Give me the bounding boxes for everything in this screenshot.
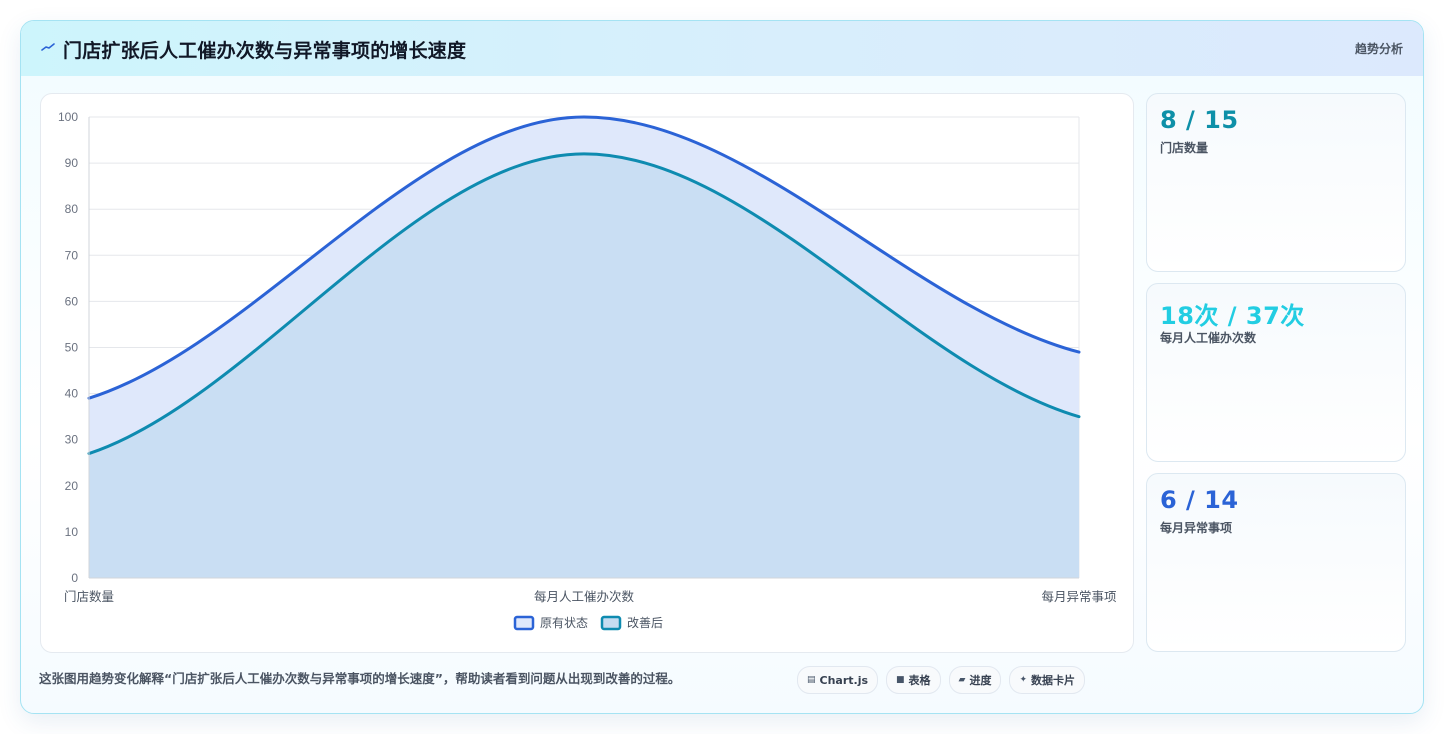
trend-line-icon xyxy=(41,43,55,51)
pill-label: Chart.js xyxy=(819,673,869,687)
stat-label: 每月异常事项 xyxy=(1160,521,1233,535)
y-tick-label: 80 xyxy=(65,202,79,216)
series-line xyxy=(87,152,1081,456)
stat-label: 每月人工催办次数 xyxy=(1160,331,1257,345)
pill-label: 数据卡片 xyxy=(1031,674,1076,687)
stat-label: 门店数量 xyxy=(1160,141,1209,155)
legend-label: 改善后 xyxy=(627,615,663,630)
y-tick-label: 10 xyxy=(65,525,79,539)
pill-chartjs[interactable]: ▤ Chart.js xyxy=(797,666,879,694)
pill-table[interactable]: ■ 表格 xyxy=(886,666,941,694)
y-tick-label: 90 xyxy=(65,156,79,170)
x-tick-label: 每月人工催办次数 xyxy=(534,589,635,604)
stat-value: 6 / 14 xyxy=(1160,486,1239,514)
pill-data-card[interactable]: ✦ 数据卡片 xyxy=(1009,666,1086,694)
progress-icon: ▰ xyxy=(958,675,966,685)
x-tick-label: 每月异常事项 xyxy=(1041,589,1116,604)
chart-card: 门店扩张后人工催办次数与异常事项的增长速度 趋势分析 0 10 20 30 40 50 60… xyxy=(20,20,1424,714)
series-area xyxy=(89,153,1079,578)
chart-icon: ▤ xyxy=(807,675,816,685)
legend-swatch xyxy=(600,615,622,631)
pill-label: 进度 xyxy=(969,674,992,687)
y-tick-label: 20 xyxy=(65,479,79,493)
tool-pills: ▤ Chart.js ■ 表格 ▰ 进度 ✦ 数据卡片 xyxy=(797,666,1086,694)
y-tick-label: 70 xyxy=(65,248,79,262)
card-icon: ✦ xyxy=(1019,675,1028,685)
chart-panel: 0 10 20 30 40 50 60 70 80 90 100 门店数量 每月人工催办次数 每月异常事项… xyxy=(40,93,1134,653)
trend-analysis-tag: 趋势分析 xyxy=(1354,42,1403,56)
stat-card-manual-reminders: 18次 / 37次 每月人工催办次数 xyxy=(1146,283,1406,462)
stat-card-store-count: 8 / 15 门店数量 xyxy=(1146,93,1406,272)
table-icon: ■ xyxy=(896,675,905,685)
stat-card-exceptions: 6 / 14 每月异常事项 xyxy=(1146,473,1406,652)
y-tick-label: 0 xyxy=(71,571,78,585)
y-tick-label: 60 xyxy=(65,294,79,308)
pill-label: 表格 xyxy=(908,674,931,687)
y-tick-label: 100 xyxy=(58,110,78,124)
stat-value: 8 / 15 xyxy=(1160,106,1239,134)
page-title: 门店扩张后人工催办次数与异常事项的增长速度 xyxy=(63,40,467,62)
card-header: 门店扩张后人工催办次数与异常事项的增长速度 趋势分析 xyxy=(21,21,1423,76)
y-tick-label: 50 xyxy=(65,341,79,355)
series-line xyxy=(87,115,1081,400)
stat-value: 18次 / 37次 xyxy=(1160,302,1305,330)
x-tick-label: 门店数量 xyxy=(64,589,114,604)
area-chart: 0 10 20 30 40 50 60 70 80 90 100 门店数量 每月人工催办次数 每月异常事项… xyxy=(58,110,1117,631)
y-tick-label: 40 xyxy=(65,387,79,401)
y-tick-label: 30 xyxy=(65,433,79,447)
pill-progress[interactable]: ▰ 进度 xyxy=(948,666,1002,694)
legend-label: 原有状态 xyxy=(540,616,588,630)
chart-description: 这张图用趋势变化解释“门店扩张后人工催办次数与异常事项的增长速度”，帮助读者看到… xyxy=(39,671,681,686)
legend-swatch xyxy=(513,615,535,631)
